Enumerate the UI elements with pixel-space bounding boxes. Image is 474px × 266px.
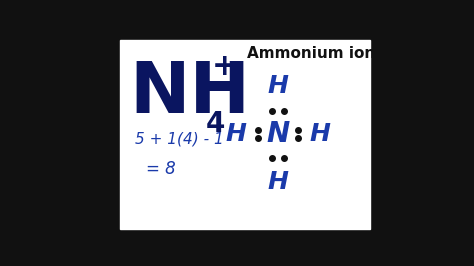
Text: H: H	[267, 171, 288, 194]
Text: H: H	[225, 122, 246, 146]
Text: = 8: = 8	[146, 160, 175, 178]
Text: 4: 4	[206, 110, 226, 138]
Bar	[120, 40, 370, 228]
Text: NH: NH	[129, 59, 250, 127]
Text: Ammonium ion: Ammonium ion	[246, 46, 375, 61]
Text: 5 + 1(4) - 1: 5 + 1(4) - 1	[135, 131, 223, 146]
Text: H: H	[267, 74, 288, 98]
Text: +: +	[212, 52, 237, 81]
Text: H: H	[310, 122, 330, 146]
Text: N: N	[266, 120, 290, 148]
